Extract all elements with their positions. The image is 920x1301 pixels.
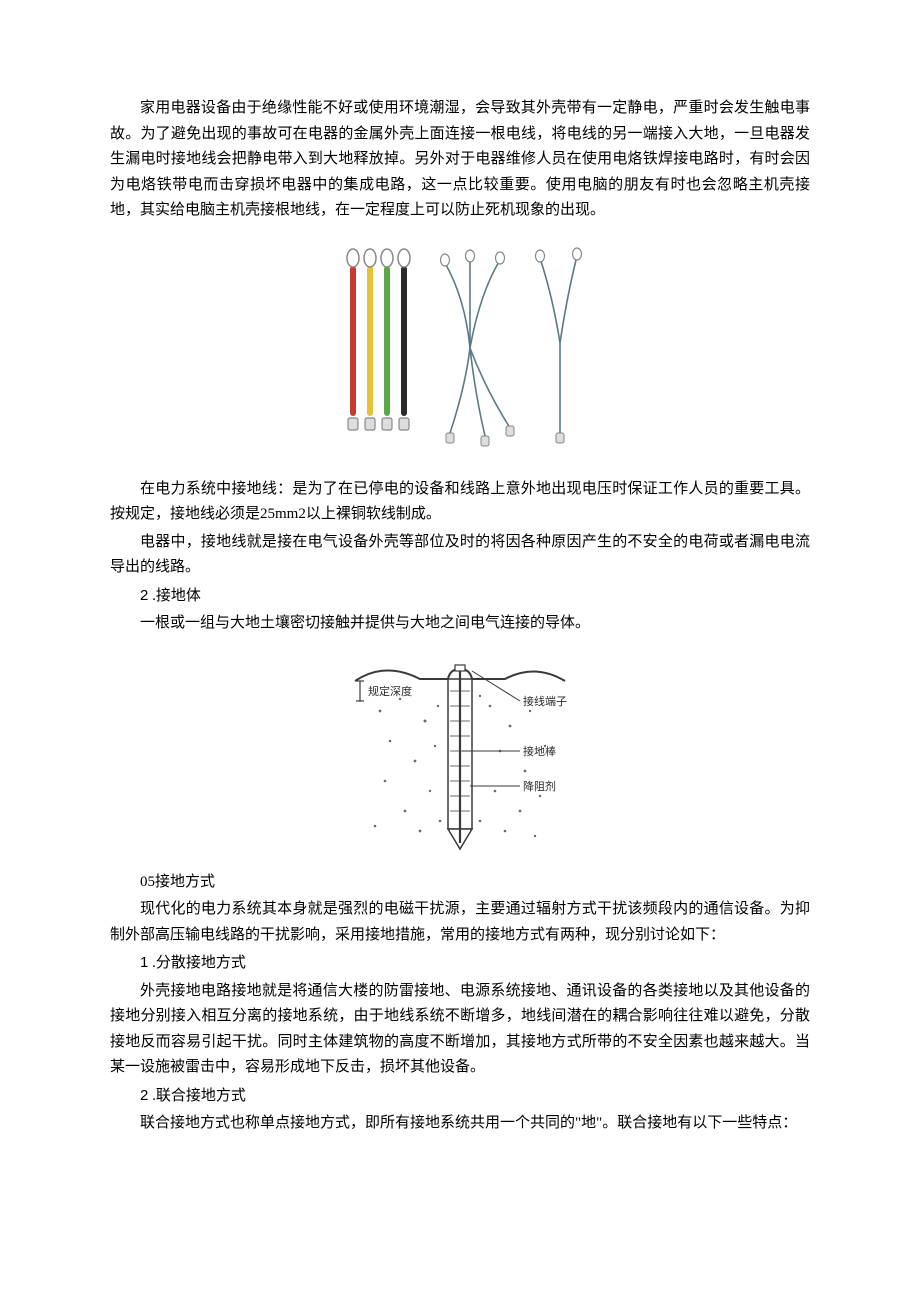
label-rod: 接地棒 bbox=[523, 744, 556, 758]
document-page: 家用电器设备由于绝缘性能不好或使用环境潮湿，会导致其外壳带有一定静电，严重时会发… bbox=[0, 0, 920, 1209]
figure-1-grounding-wires bbox=[110, 238, 810, 463]
figure-2-grounding-rod: 规定深度 bbox=[110, 651, 810, 856]
paragraph-6: 现代化的电力系统其本身就是强烈的电磁干扰源，主要通过辐射方式干扰该频段内的通信设… bbox=[110, 897, 810, 948]
text-2: .接地体 bbox=[148, 588, 201, 604]
paragraph-10a: 联合接地方式也称单点接地方式，即所有接地系统共用一个共同的"地"。联合接地有以下… bbox=[110, 1111, 810, 1137]
label-depth: 规定深度 bbox=[368, 684, 412, 698]
paragraph-3: 电器中，接地线就是接在电气设备外壳等部位及时的将因各种原因产生的不安全的电荷或者… bbox=[110, 530, 810, 581]
figure-2-canvas: 规定深度 bbox=[330, 651, 590, 856]
paragraph-1: 家用电器设备由于绝缘性能不好或使用环境潮湿，会导致其外壳带有一定静电，严重时会发… bbox=[110, 96, 810, 224]
grounding-rod-svg: 规定深度 bbox=[330, 651, 590, 856]
paragraph-2: 在电力系统中接地线：是为了在已停电的设备和线路上意外地出现电压时保证工作人员的重… bbox=[110, 477, 810, 528]
text-2-method: .联合接地方式 bbox=[148, 1088, 246, 1104]
heading-05: 05接地方式 bbox=[110, 870, 810, 896]
paragraph-8: 外壳接地电路接地就是将通信大楼的防雷接地、电源系统接地、通讯设备的各类接地以及其… bbox=[110, 979, 810, 1081]
label-agent: 降阻剂 bbox=[523, 779, 556, 793]
figure-1-canvas bbox=[315, 238, 605, 463]
heading-method-2: 2 .联合接地方式 bbox=[110, 1083, 810, 1110]
heading-grounding-body: 2 .接地体 bbox=[110, 583, 810, 610]
grounding-wires-svg bbox=[315, 238, 605, 463]
label-terminal: 接线端子 bbox=[523, 694, 567, 708]
paragraph-5: 一根或一组与大地土壤密切接触并提供与大地之间电气连接的导体。 bbox=[110, 611, 810, 637]
heading-method-1: 1 .分散接地方式 bbox=[110, 950, 810, 977]
text-1-method: .分散接地方式 bbox=[148, 955, 246, 971]
